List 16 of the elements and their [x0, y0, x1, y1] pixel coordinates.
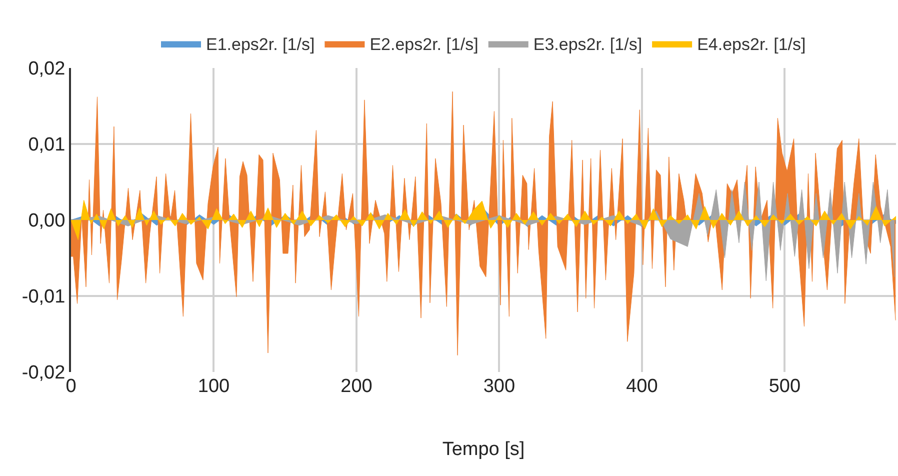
x-tick-label: 400	[626, 376, 658, 397]
y-tick-label: 0,02	[28, 58, 66, 80]
x-axis-title: Tempo [s]	[442, 438, 525, 460]
y-tick-label: 0,01	[28, 134, 66, 156]
x-tick-label: 200	[340, 376, 372, 397]
y-tick-label: -0,01	[22, 286, 66, 308]
x-tick-label: 0	[66, 376, 76, 397]
x-tick-label: 500	[768, 376, 801, 397]
y-tick-label: 0,00	[28, 210, 66, 232]
legend-label: E2.eps2r. [1/s]	[370, 35, 478, 54]
legend-label: E3.eps2r. [1/s]	[533, 35, 642, 54]
y-tick-label: -0,02	[22, 362, 66, 384]
x-tick-label: 100	[198, 376, 230, 397]
legend-label: E4.eps2r. [1/s]	[697, 35, 806, 54]
x-tick-label: 300	[483, 376, 516, 397]
legend-label: E1.eps2r. [1/s]	[206, 35, 315, 54]
